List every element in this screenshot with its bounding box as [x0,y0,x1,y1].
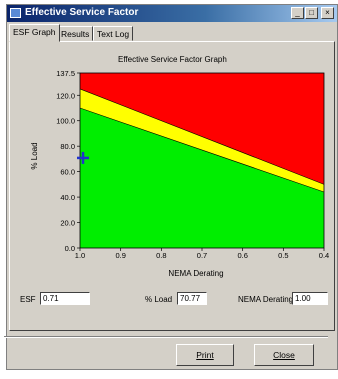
x-axis-label: NEMA Derating [168,269,223,278]
load-field[interactable]: 70.77 [177,292,207,305]
x-tick-label: 0.6 [237,251,247,260]
plot-area [77,72,325,249]
graph-title: Effective Service Factor Graph [118,55,227,64]
y-tick-label: 0.0 [65,244,75,253]
y-tick-label: 120.0 [56,91,75,100]
y-tick-label: 20.0 [60,219,75,228]
yellow-boundary-line [79,88,325,185]
y-axis: 0.0 20.0 40.0 60.0 80.0 100.0 120.0 137.5 [56,69,80,253]
close-window-button[interactable]: × [321,7,334,19]
minimize-button[interactable]: _ [291,7,304,19]
y-tick-label: 80.0 [60,142,75,151]
x-axis: 1.0 0.9 0.8 0.7 0.6 0.5 0.4 [75,248,329,260]
tab-panel [9,41,335,331]
y-axis-label: % Load [30,142,39,169]
x-tick-label: 0.4 [319,251,329,260]
green-region [80,108,324,248]
window-title: Effective Service Factor [25,7,139,18]
nema-derating-label: NEMA Derating [238,295,294,304]
print-button[interactable]: Print [176,344,234,366]
nema-derating-field[interactable]: 1.00 [292,292,328,305]
y-tick-label: 60.0 [60,168,75,177]
esf-label: ESF [20,295,36,304]
esf-field[interactable]: 0.71 [40,292,90,305]
tab-text-log[interactable]: Text Log [93,26,134,41]
title-bar[interactable]: Effective Service Factor _ □ × [7,5,337,22]
x-tick-label: 0.9 [115,251,125,260]
x-tick-label: 0.5 [278,251,288,260]
x-tick-label: 0.7 [197,251,207,260]
separator [4,336,328,338]
load-label: % Load [145,295,173,304]
y-tick-label: 100.0 [56,117,75,126]
tab-esf-graph[interactable]: ESF Graph [9,24,60,42]
close-button[interactable]: Close [254,344,314,366]
x-tick-label: 0.8 [156,251,166,260]
app-icon [10,8,21,18]
green-boundary-line [79,107,325,193]
y-tick-label: 40.0 [60,193,75,202]
y-tick-label: 137.5 [56,69,75,78]
maximize-button[interactable]: □ [305,7,318,19]
x-tick-label: 1.0 [75,251,85,260]
